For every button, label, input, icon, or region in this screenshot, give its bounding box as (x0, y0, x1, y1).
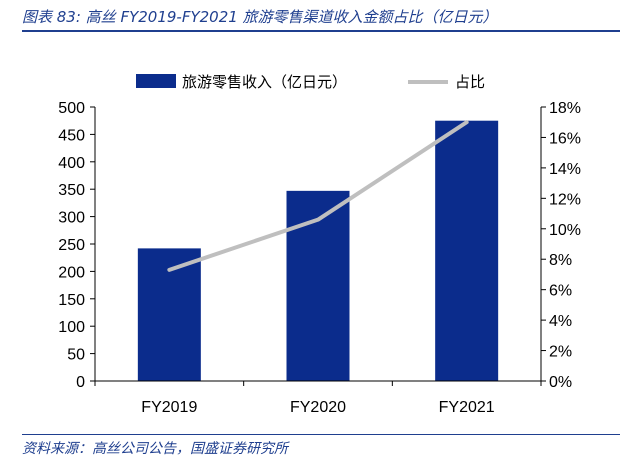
legend-swatch-bar (136, 74, 176, 88)
y-right-tick-label: 12% (549, 191, 581, 208)
legend-label-bar: 旅游零售收入（亿日元） (182, 73, 347, 91)
y-left-tick-label: 250 (58, 237, 85, 254)
x-tick-label: FY2021 (439, 399, 495, 416)
y-right-tick-label: 8% (549, 252, 572, 269)
y-left-tick-label: 400 (58, 155, 85, 172)
source-rule (22, 434, 620, 435)
y-left-tick-label: 300 (58, 210, 85, 227)
legend: 旅游零售收入（亿日元） 占比 (136, 73, 485, 91)
x-tick-label: FY2019 (141, 399, 197, 416)
x-tick-label: FY2020 (290, 399, 346, 416)
title-rule (22, 30, 620, 32)
y-right-tick-label: 6% (549, 283, 572, 300)
y-right-tick-label: 14% (549, 161, 581, 178)
y-right-tick-label: 16% (549, 130, 581, 147)
y-left-tick-label: 200 (58, 264, 85, 281)
bar-fy2021 (435, 120, 499, 381)
y-right-tick-label: 10% (549, 222, 581, 239)
bar-series (137, 120, 499, 381)
y-left-tick-label: 50 (67, 347, 85, 364)
y-right-tick-label: 4% (549, 313, 572, 330)
figure-title: 图表 83: 高丝 FY2019-FY2021 旅游零售渠道收入金额占比（亿日元… (22, 8, 498, 26)
bar-fy2020 (286, 190, 350, 381)
y-right-tick-label: 18% (549, 100, 581, 117)
y-left-tick-label: 350 (58, 182, 85, 199)
y-right-tick-label: 0% (549, 374, 572, 391)
line-series (167, 120, 469, 272)
y-left-tick-label: 150 (58, 292, 85, 309)
y-left-tick-label: 100 (58, 319, 85, 336)
figure-source: 资料来源：高丝公司公告，国盛证券研究所 (22, 441, 288, 457)
legend-label-line: 占比 (455, 73, 485, 91)
y-left-tick-label: 500 (58, 100, 85, 117)
y-left-tick-label: 0 (76, 374, 85, 391)
y-left-tick-label: 450 (58, 127, 85, 144)
y-right-tick-label: 2% (549, 344, 572, 361)
axes: 0 50 100 150 200 250 300 350 400 450 500 0% 2% 4% 6% 8%… (58, 100, 581, 416)
